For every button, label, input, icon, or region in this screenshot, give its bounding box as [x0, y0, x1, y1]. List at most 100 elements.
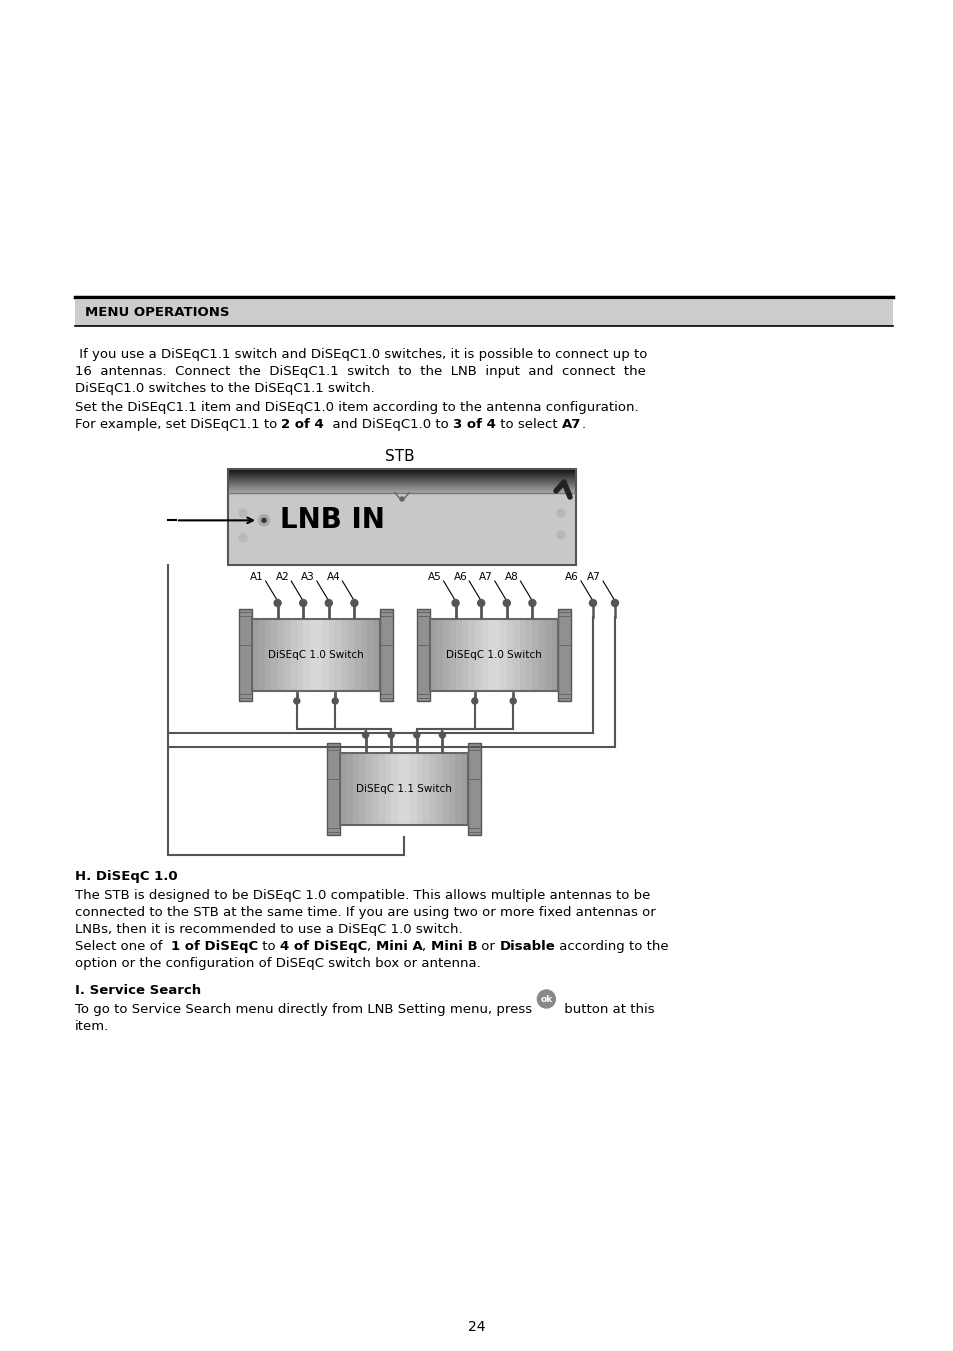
- Bar: [456, 619, 462, 690]
- Circle shape: [262, 519, 266, 523]
- Text: A6: A6: [565, 571, 578, 582]
- Text: 1 of DiSEqC: 1 of DiSEqC: [171, 940, 258, 952]
- Text: to: to: [258, 940, 280, 952]
- Bar: [335, 619, 342, 690]
- Bar: [487, 619, 494, 690]
- Text: A4: A4: [326, 571, 340, 582]
- Text: according to the: according to the: [555, 940, 668, 952]
- Bar: [449, 619, 456, 690]
- Circle shape: [388, 732, 394, 738]
- Bar: [75, 300, 892, 326]
- Circle shape: [503, 600, 510, 607]
- Bar: [346, 753, 353, 825]
- Text: ok: ok: [539, 994, 552, 1004]
- Text: item.: item.: [75, 1020, 110, 1034]
- Bar: [365, 753, 373, 825]
- Text: A6: A6: [453, 571, 467, 582]
- Bar: [360, 619, 368, 690]
- Text: H. DiSEqC 1.0: H. DiSEqC 1.0: [75, 870, 177, 884]
- Circle shape: [399, 497, 403, 501]
- Bar: [384, 753, 392, 825]
- Text: DiSEqC 1.0 Switch: DiSEqC 1.0 Switch: [268, 650, 363, 661]
- Bar: [310, 619, 316, 690]
- Text: Mini B: Mini B: [431, 940, 476, 952]
- Bar: [423, 753, 430, 825]
- Bar: [391, 753, 397, 825]
- Bar: [538, 619, 545, 690]
- Text: A3: A3: [301, 571, 314, 582]
- Text: ,: ,: [367, 940, 375, 952]
- Bar: [239, 609, 252, 701]
- Bar: [519, 619, 526, 690]
- Text: MENU OPERATIONS: MENU OPERATIONS: [85, 307, 230, 319]
- Text: To go to Service Search menu directly from LNB Setting menu, press: To go to Service Search menu directly fr…: [75, 1002, 536, 1016]
- Bar: [455, 753, 461, 825]
- Bar: [430, 619, 436, 690]
- Bar: [277, 619, 284, 690]
- Text: 24: 24: [468, 1320, 485, 1333]
- Bar: [397, 753, 404, 825]
- Circle shape: [294, 698, 299, 704]
- Bar: [403, 753, 411, 825]
- Text: 4 of DiSEqC: 4 of DiSEqC: [280, 940, 367, 952]
- Circle shape: [611, 600, 618, 607]
- Circle shape: [325, 600, 332, 607]
- Text: A1: A1: [250, 571, 263, 582]
- Text: or: or: [476, 940, 499, 952]
- Bar: [367, 619, 374, 690]
- Bar: [296, 619, 303, 690]
- Text: DiSEqC 1.0 Switch: DiSEqC 1.0 Switch: [446, 650, 541, 661]
- Circle shape: [537, 990, 555, 1008]
- Circle shape: [351, 600, 357, 607]
- Text: I. Service Search: I. Service Search: [75, 984, 201, 997]
- Bar: [353, 753, 359, 825]
- Text: A7: A7: [478, 571, 493, 582]
- Text: A7: A7: [561, 417, 580, 431]
- Bar: [429, 753, 436, 825]
- Bar: [475, 619, 481, 690]
- Bar: [284, 619, 291, 690]
- Text: A8: A8: [504, 571, 517, 582]
- Circle shape: [258, 515, 269, 526]
- Bar: [436, 619, 443, 690]
- Text: LNBs, then it is recommended to use a DiSEqC 1.0 switch.: LNBs, then it is recommended to use a Di…: [75, 923, 462, 936]
- Bar: [329, 619, 335, 690]
- Text: 16  antennas.  Connect  the  DiSEqC1.1  switch  to  the  LNB  input  and  connec: 16 antennas. Connect the DiSEqC1.1 switc…: [75, 365, 645, 378]
- Bar: [416, 609, 430, 701]
- Bar: [378, 753, 385, 825]
- Bar: [228, 493, 576, 565]
- Text: 2 of 4: 2 of 4: [281, 417, 324, 431]
- Bar: [271, 619, 278, 690]
- Text: and DiSEqC1.0 to: and DiSEqC1.0 to: [324, 417, 453, 431]
- Text: Select one of: Select one of: [75, 940, 171, 952]
- Bar: [430, 619, 558, 690]
- Bar: [494, 619, 500, 690]
- Bar: [468, 619, 475, 690]
- Circle shape: [528, 600, 536, 607]
- Circle shape: [362, 732, 368, 738]
- Bar: [532, 619, 538, 690]
- Text: DiSEqC 1.1 Switch: DiSEqC 1.1 Switch: [355, 784, 452, 794]
- Circle shape: [557, 509, 564, 517]
- Bar: [468, 743, 480, 835]
- Bar: [339, 753, 347, 825]
- Bar: [461, 619, 469, 690]
- Circle shape: [589, 600, 596, 607]
- Circle shape: [439, 732, 445, 738]
- Circle shape: [557, 531, 564, 539]
- Bar: [551, 619, 558, 690]
- Bar: [322, 619, 329, 690]
- Bar: [327, 743, 339, 835]
- Text: A5: A5: [427, 571, 441, 582]
- Circle shape: [299, 600, 306, 607]
- Bar: [513, 619, 519, 690]
- Bar: [372, 753, 378, 825]
- Bar: [252, 619, 258, 690]
- Bar: [544, 619, 552, 690]
- Text: LNB IN: LNB IN: [280, 507, 384, 535]
- Circle shape: [332, 698, 338, 704]
- Circle shape: [274, 600, 281, 607]
- Circle shape: [414, 732, 419, 738]
- Text: to select: to select: [496, 417, 561, 431]
- Text: ,: ,: [422, 940, 431, 952]
